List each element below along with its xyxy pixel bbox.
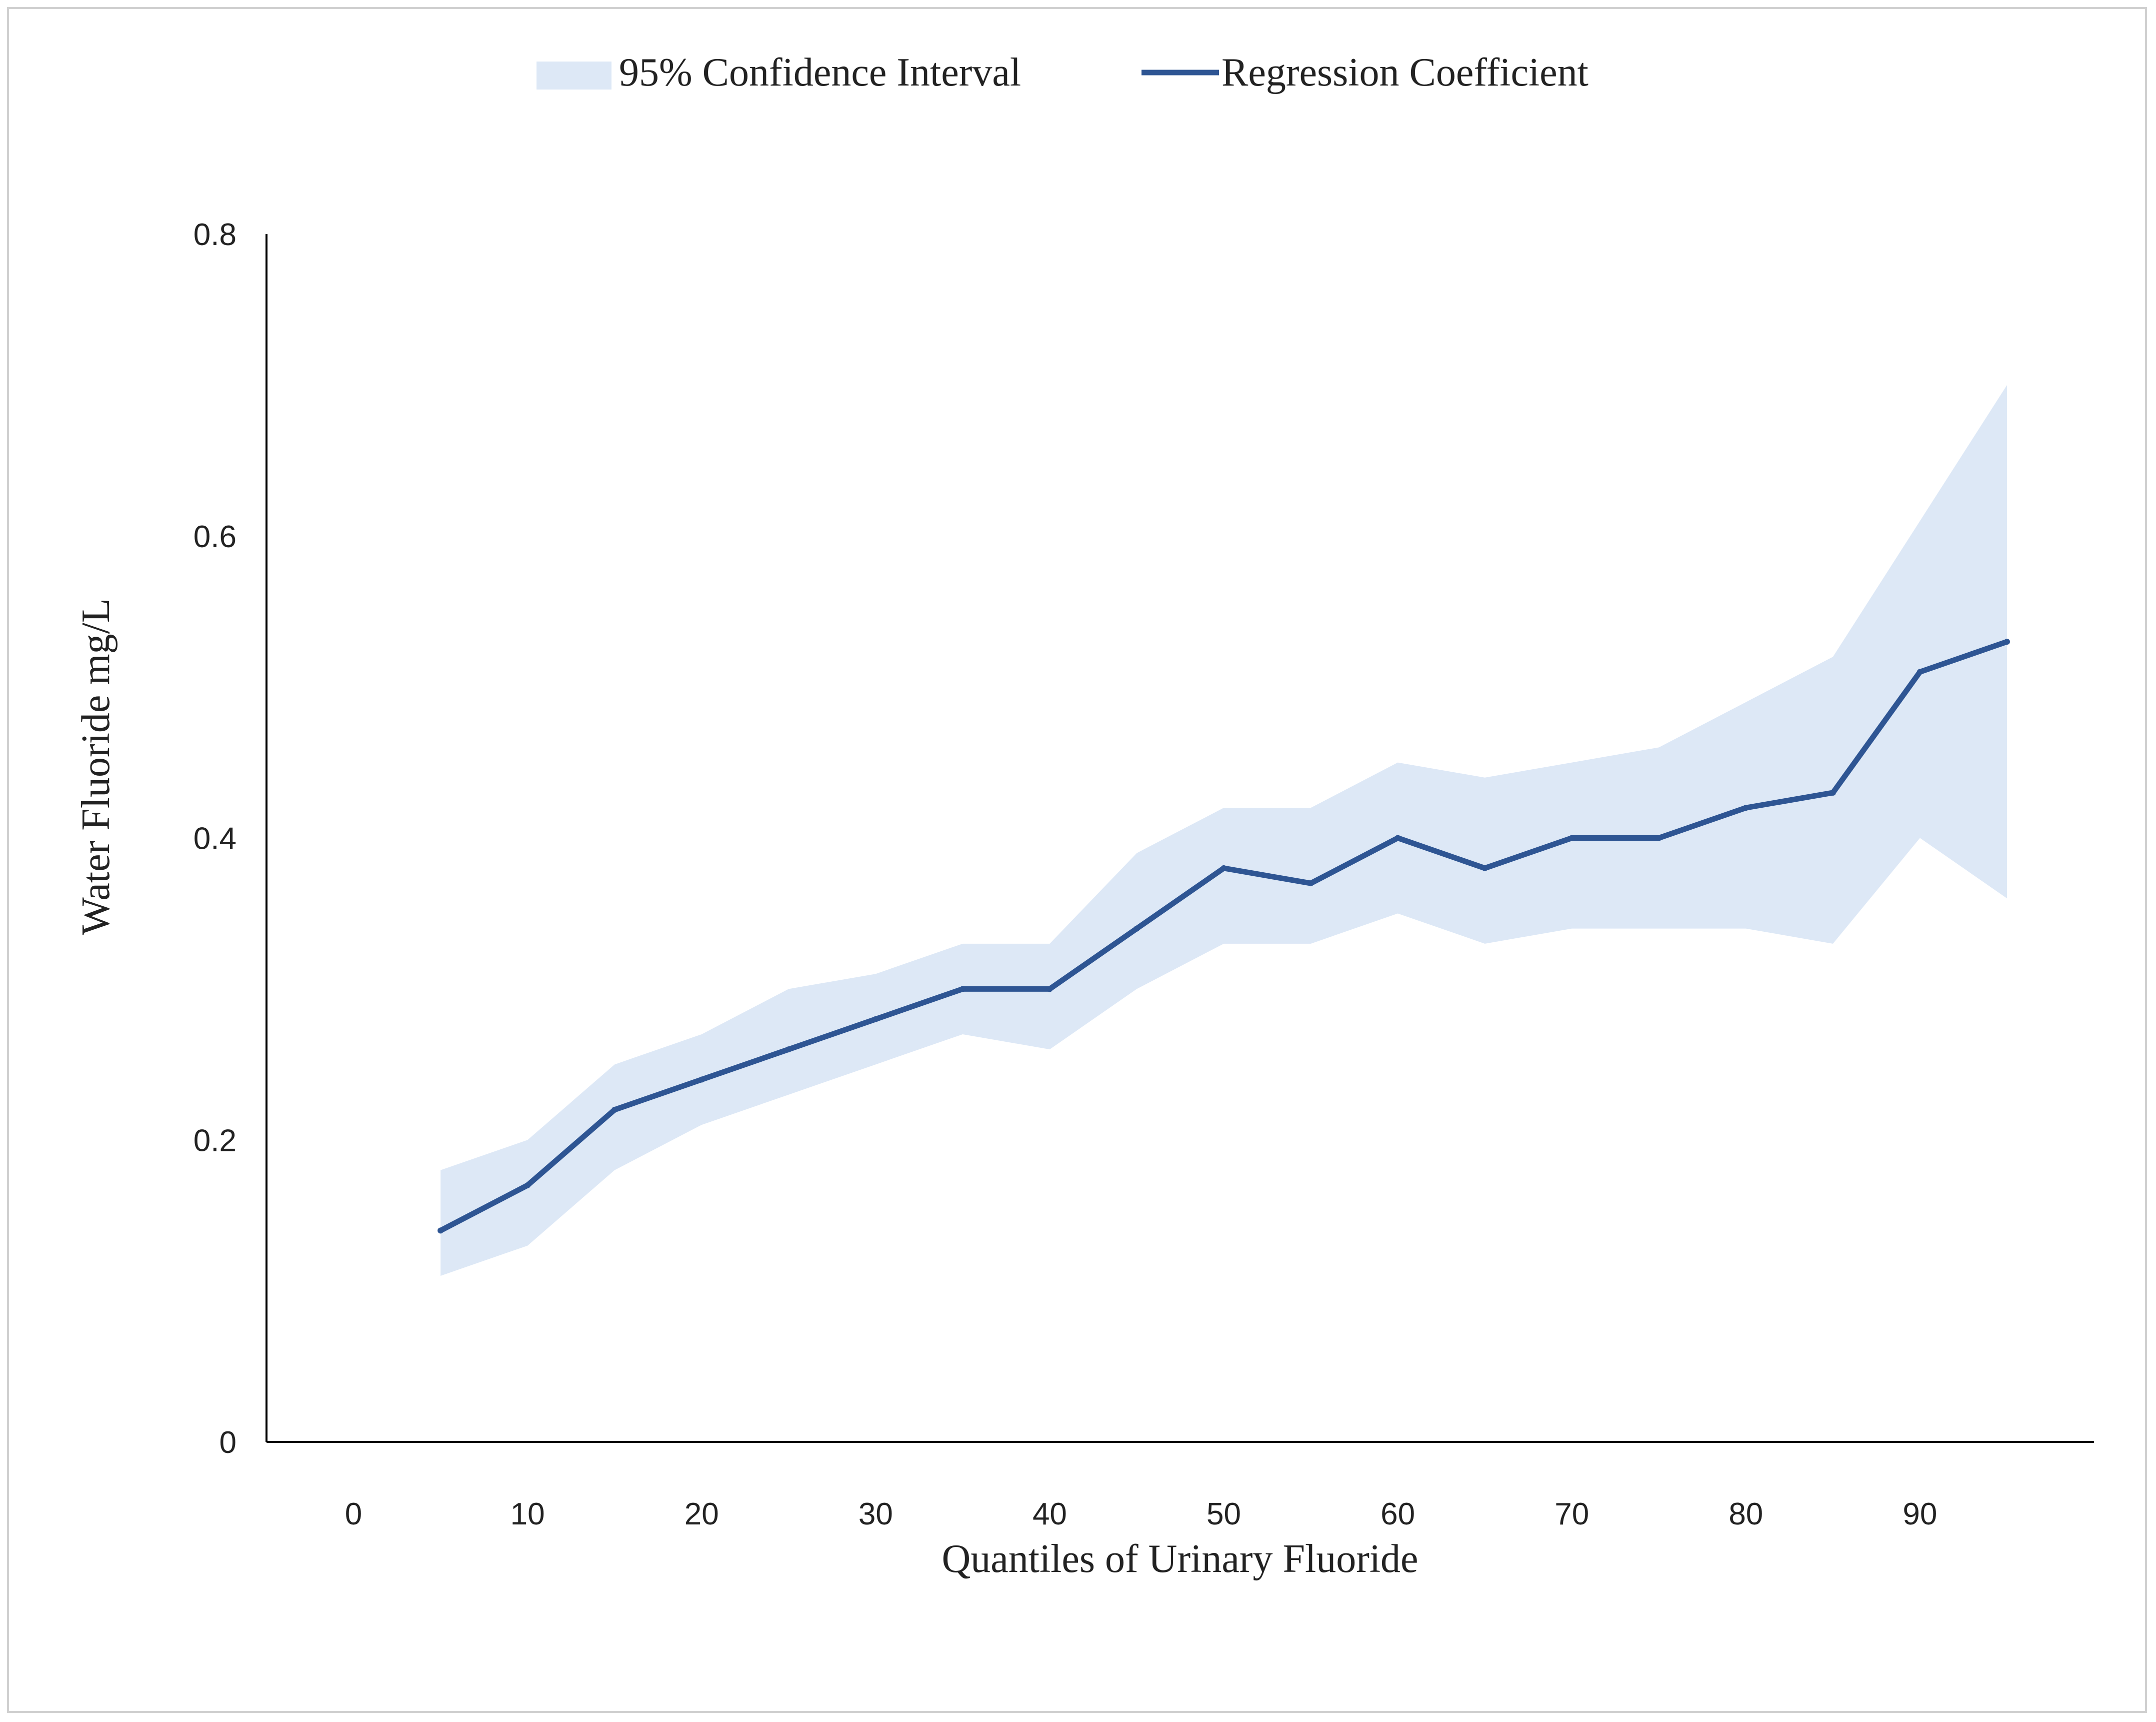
regression-point — [1220, 865, 1227, 871]
regression-point — [960, 986, 966, 992]
regression-point — [1916, 669, 1923, 675]
x-tick-label: 40 — [1032, 1497, 1067, 1531]
x-tick-label: 30 — [858, 1497, 893, 1531]
legend-line-label: Regression Coefficient — [1222, 51, 1588, 95]
regression-point — [2004, 639, 2010, 645]
regression-point — [1656, 835, 1662, 841]
chart-frame: 95% Confidence Interval Regression Coeff… — [7, 7, 2147, 1713]
x-tick-label: 80 — [1728, 1497, 1763, 1531]
x-tick-label: 50 — [1206, 1497, 1241, 1531]
regression-point — [1482, 865, 1488, 871]
x-tick-label: 60 — [1380, 1497, 1415, 1531]
regression-point — [1308, 880, 1314, 887]
confidence-interval-band — [440, 385, 2007, 1276]
y-tick-labels: 0 0.2 0.4 0.6 0.8 — [194, 218, 236, 1460]
y-tick-label: 0.6 — [194, 520, 236, 554]
x-axis-title: Quantiles of Urinary Fluoride — [942, 1537, 1418, 1581]
regression-point — [1134, 925, 1140, 932]
regression-point — [1046, 986, 1053, 992]
x-tick-label: 0 — [345, 1497, 362, 1531]
legend: 95% Confidence Interval Regression Coeff… — [536, 51, 1588, 95]
regression-point — [872, 1016, 879, 1022]
regression-point — [786, 1046, 792, 1053]
y-tick-label: 0.4 — [194, 822, 236, 856]
regression-line-layer — [438, 639, 2010, 1234]
regression-point — [698, 1076, 705, 1083]
x-tick-label: 70 — [1554, 1497, 1589, 1531]
regression-point — [1394, 835, 1401, 841]
confidence-band-layer — [440, 385, 2007, 1276]
regression-point — [1830, 789, 1836, 796]
regression-point — [612, 1106, 618, 1113]
regression-point — [438, 1227, 444, 1234]
legend-ci-swatch — [536, 62, 612, 90]
regression-point — [1568, 835, 1575, 841]
y-tick-label: 0.2 — [194, 1123, 236, 1158]
x-tick-label: 10 — [510, 1497, 545, 1531]
x-tick-labels: 0 10 20 30 40 50 60 70 80 90 — [345, 1497, 1938, 1531]
x-tick-label: 90 — [1902, 1497, 1937, 1531]
legend-ci-label: 95% Confidence Interval — [619, 51, 1021, 95]
y-tick-label: 0 — [220, 1425, 236, 1460]
x-tick-label: 20 — [684, 1497, 719, 1531]
line-chart: 95% Confidence Interval Regression Coeff… — [74, 51, 2094, 1581]
y-tick-label: 0.8 — [194, 218, 236, 252]
y-axis-title: Water Fluoride mg/L — [74, 598, 118, 935]
regression-point — [524, 1182, 531, 1188]
regression-point — [1742, 805, 1749, 811]
